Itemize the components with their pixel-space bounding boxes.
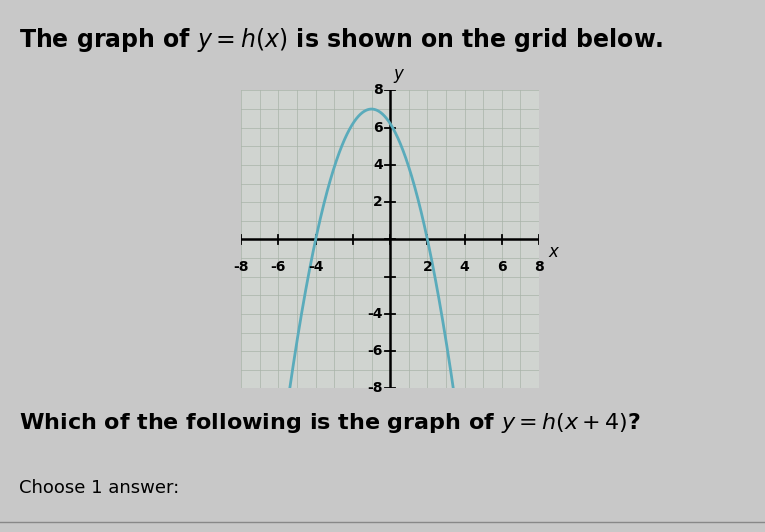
Text: $y$: $y$ [393,66,405,85]
Text: Choose 1 answer:: Choose 1 answer: [19,479,179,497]
Text: 8: 8 [373,84,382,97]
Text: -4: -4 [308,260,324,274]
Text: -8: -8 [233,260,249,274]
Text: -4: -4 [367,307,382,321]
Text: -6: -6 [271,260,286,274]
Text: 6: 6 [497,260,506,274]
Text: -6: -6 [367,344,382,358]
Text: 4: 4 [373,158,382,172]
Text: $x$: $x$ [548,244,560,261]
Text: The graph of $y = h(x)$ is shown on the grid below.: The graph of $y = h(x)$ is shown on the … [19,27,663,54]
Text: 6: 6 [373,121,382,135]
Text: 4: 4 [460,260,470,274]
Text: -8: -8 [367,381,382,395]
Text: 8: 8 [534,260,544,274]
Text: Which of the following is the graph of $y = h(x+4)$?: Which of the following is the graph of $… [19,411,641,436]
Text: 2: 2 [373,195,382,209]
Text: 2: 2 [422,260,432,274]
